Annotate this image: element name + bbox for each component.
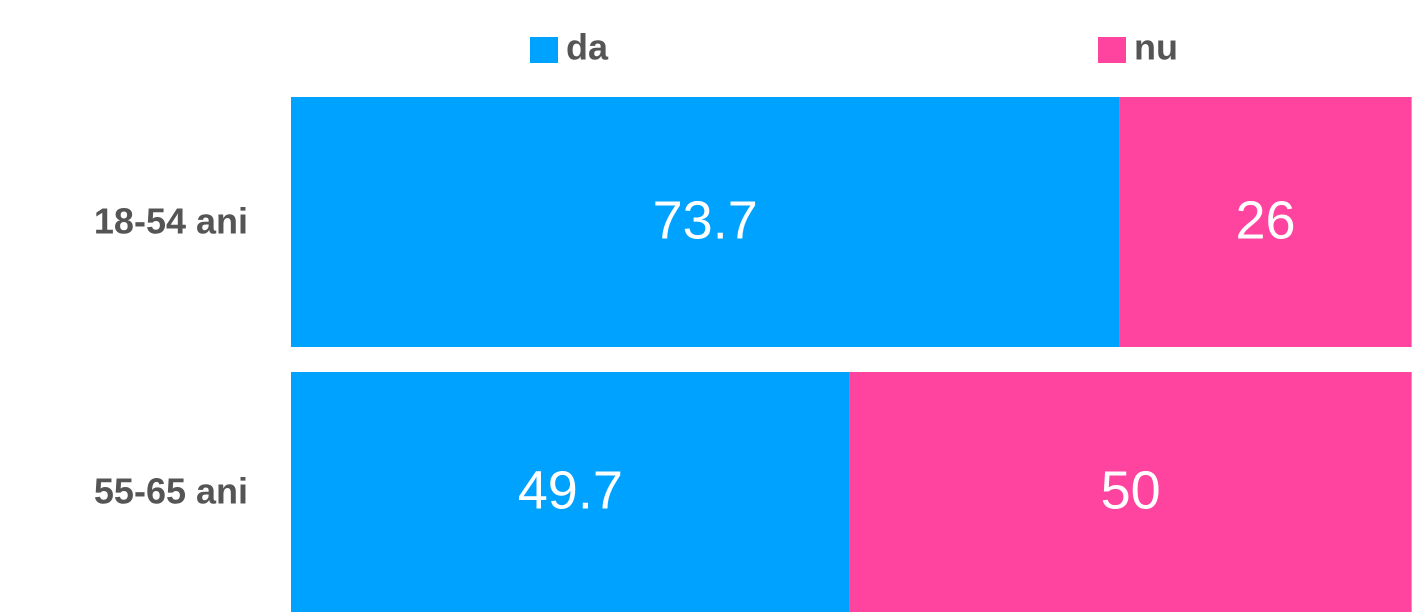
category-label: 18-54 ani <box>94 201 248 242</box>
legend-label: da <box>566 27 609 68</box>
bar-segment <box>849 372 1412 612</box>
category-label: 55-65 ani <box>94 471 248 512</box>
bar-segment <box>291 97 1120 347</box>
bar-segment <box>291 372 850 612</box>
value-label: 49.7 <box>518 460 623 520</box>
value-label: 73.7 <box>653 190 758 250</box>
bar-segment <box>1119 97 1412 347</box>
value-label: 26 <box>1235 190 1295 250</box>
legend-swatch <box>530 37 558 63</box>
value-label: 50 <box>1101 460 1161 520</box>
legend-label: nu <box>1134 27 1178 68</box>
legend-swatch <box>1098 37 1126 63</box>
